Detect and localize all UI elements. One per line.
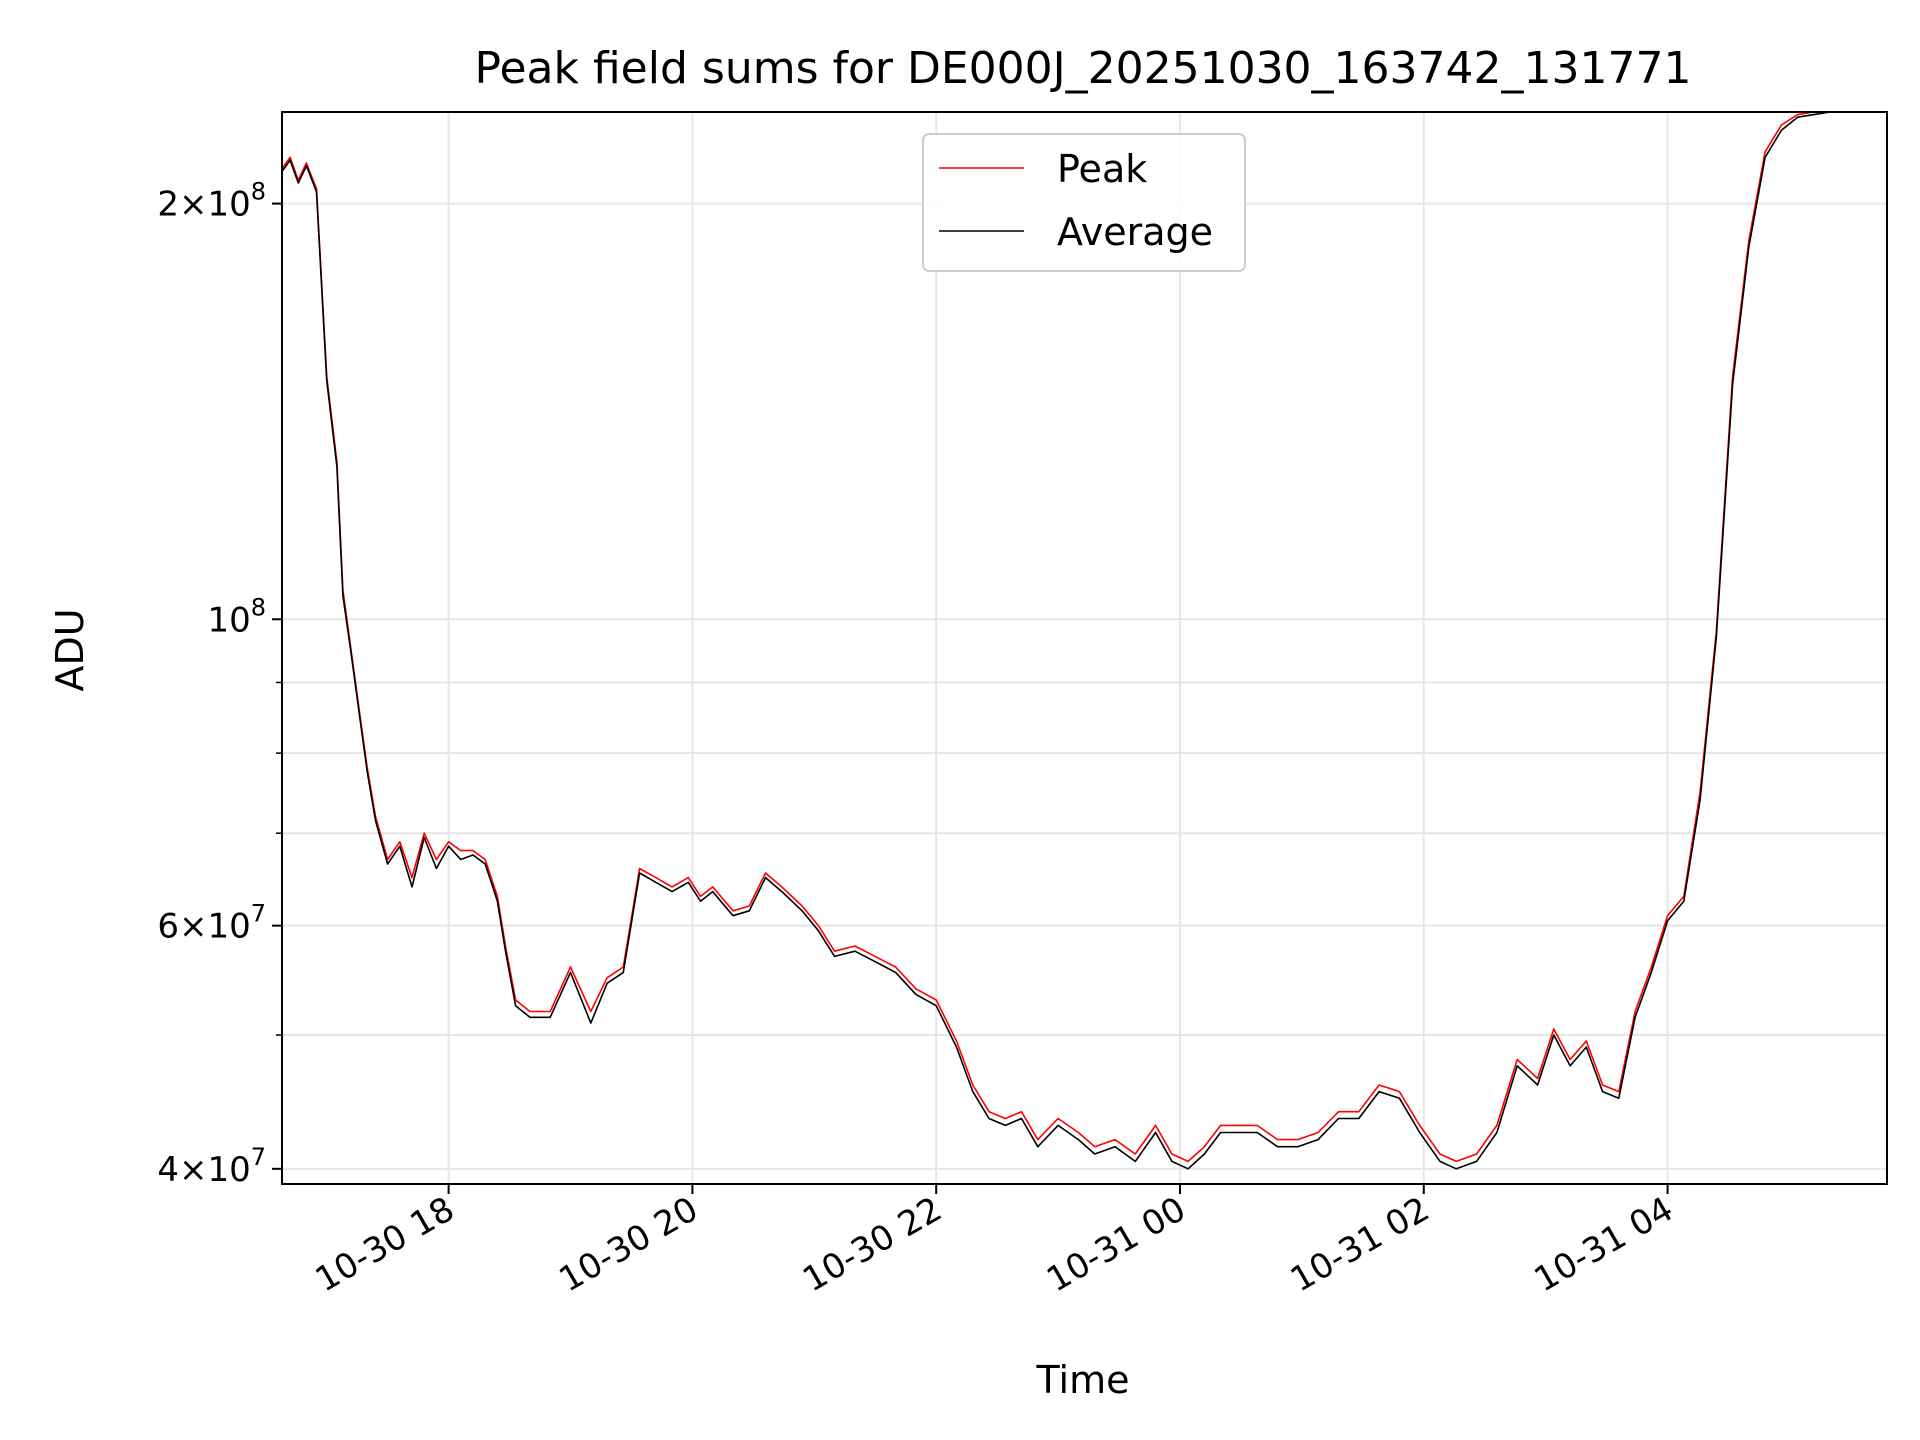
series-line-peak — [281, 111, 1887, 1163]
x-tick-label: 10-31 02 — [1284, 1189, 1436, 1300]
y-axis-label: ADU — [48, 608, 92, 691]
legend-average-label: Average — [1057, 210, 1213, 254]
x-axis-label: Time — [1036, 1358, 1130, 1402]
x-tick-label: 10-31 04 — [1528, 1189, 1680, 1300]
grid — [282, 112, 1887, 1184]
axis-ticks: 10-30 18 10-30 20 10-30 22 10-31 00 10-31 02… — [157, 178, 1680, 1301]
plot-area-frame — [281, 111, 1888, 1185]
legend-peak-label: Peak — [1057, 147, 1147, 191]
x-tick-label: 10-31 00 — [1040, 1189, 1192, 1300]
x-tick-label: 10-30 20 — [552, 1189, 704, 1300]
y-tick-label: 108 — [207, 593, 266, 640]
chart-title: Peak field sums for DE000J_20251030_1637… — [475, 43, 1692, 94]
x-tick-label: 10-30 22 — [796, 1189, 948, 1300]
x-tick-label: 10-30 18 — [309, 1189, 461, 1300]
y-tick-label: 4×107 — [157, 1143, 266, 1190]
series-line-average — [281, 111, 1887, 1170]
plot-lines — [281, 111, 1887, 1170]
legend: Peak Average — [922, 133, 1246, 272]
y-tick-label: 6×107 — [157, 900, 266, 947]
y-tick-label: 2×108 — [157, 178, 266, 225]
